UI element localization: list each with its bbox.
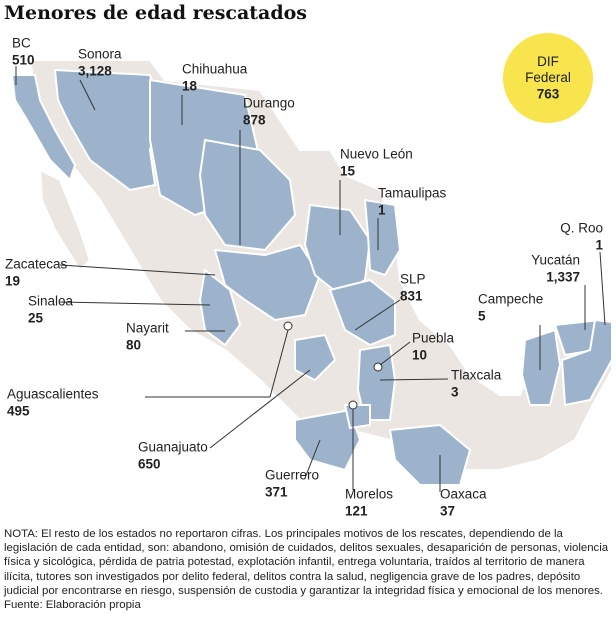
leader-lines — [15, 66, 606, 492]
map-base — [10, 59, 613, 486]
state-name: Morelos — [345, 487, 393, 502]
state-name: Tlaxcala — [451, 368, 502, 383]
state-value: 510 — [12, 53, 35, 68]
state-name: Nayarit — [126, 321, 169, 336]
dif-value: 763 — [537, 87, 560, 102]
state-value: 25 — [28, 311, 44, 326]
state-name: Campeche — [478, 292, 543, 307]
state-value: 1 — [595, 238, 603, 253]
state-name: Chihuahua — [182, 62, 248, 77]
state-name: Q. Roo — [560, 221, 603, 236]
state-name: Aguascalientes — [7, 387, 99, 402]
state-name: SLP — [400, 272, 426, 287]
state-value: 80 — [126, 338, 141, 353]
title: Menores de edad rescatados — [4, 2, 308, 24]
state-name: BC — [12, 36, 31, 51]
state-name: Tamaulipas — [378, 186, 447, 201]
state-value: 15 — [340, 164, 356, 179]
state-value: 3 — [451, 385, 459, 400]
state-value: 831 — [400, 289, 423, 304]
note: NOTA: El resto de los estados no reporta… — [4, 528, 609, 612]
state-name: Guanajuato — [138, 440, 208, 455]
state-name: Nuevo León — [340, 147, 413, 162]
state-value: 19 — [5, 274, 20, 289]
state-value: 1,337 — [546, 270, 580, 285]
state-value: 18 — [182, 79, 198, 94]
state-name: Sonora — [78, 47, 122, 62]
state-value: 10 — [412, 348, 427, 363]
state-value: 3,128 — [78, 64, 112, 79]
state-value: 121 — [345, 504, 368, 519]
dif-name-1: DIF Federal — [525, 54, 571, 85]
state-value: 5 — [478, 309, 486, 324]
state-value: 1 — [378, 203, 386, 218]
state-name: Guerrero — [265, 468, 319, 483]
state-value: 371 — [265, 485, 288, 500]
state-name: Sinaloa — [28, 294, 74, 309]
state-value: 495 — [7, 404, 30, 419]
state-value: 878 — [243, 113, 266, 128]
state-name: Oaxaca — [440, 487, 487, 502]
state-name: Zacatecas — [5, 257, 68, 272]
state-name: Durango — [243, 96, 295, 111]
dif-circle — [503, 33, 593, 123]
state-value: 650 — [138, 457, 161, 472]
state-value: 37 — [440, 504, 455, 519]
state-name: Puebla — [412, 331, 455, 346]
state-name: Yucatán — [531, 253, 580, 268]
